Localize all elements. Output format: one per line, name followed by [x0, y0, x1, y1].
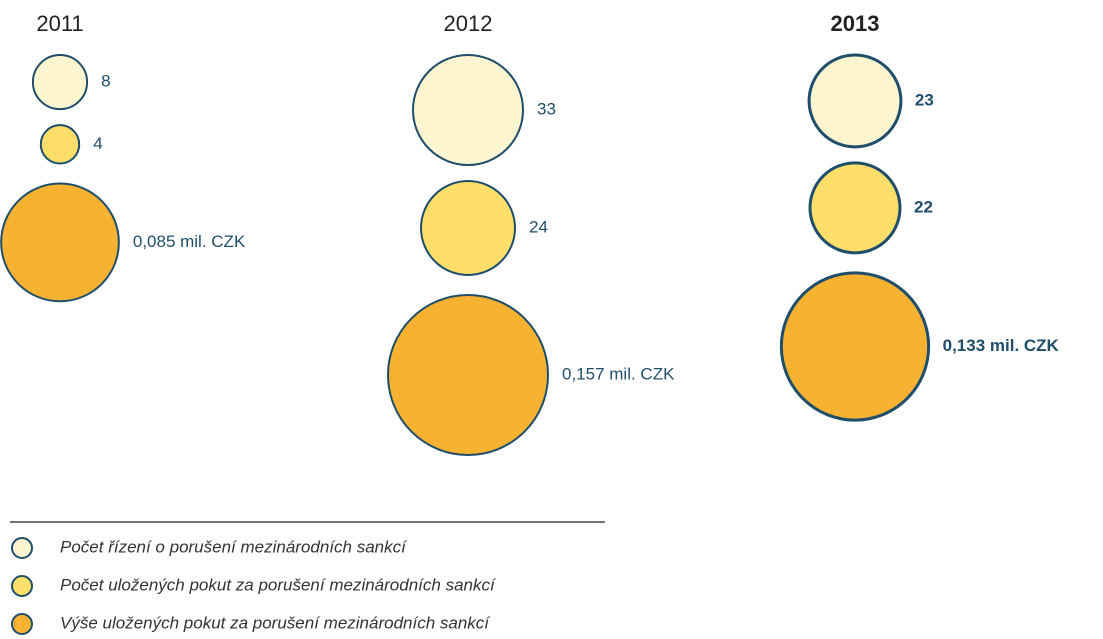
data-label: 0,085 mil. CZK — [133, 232, 246, 251]
year-label: 2012 — [444, 11, 493, 36]
bubble — [39, 124, 81, 165]
data-label: 0,157 mil. CZK — [562, 364, 675, 383]
data-label: 4 — [93, 134, 102, 153]
bubble — [807, 53, 903, 149]
legend-label: Počet řízení o porušení mezinárodních sa… — [60, 537, 408, 556]
legend-label: Počet uložených pokut za porušení meziná… — [60, 575, 497, 594]
bubble — [420, 180, 516, 276]
data-label: 24 — [529, 217, 548, 236]
data-label: 8 — [101, 72, 110, 91]
bubble — [387, 294, 549, 456]
legend-swatch — [11, 575, 33, 597]
bubble — [808, 161, 902, 255]
year-label: 2011 — [36, 11, 83, 36]
data-label: 22 — [914, 197, 933, 216]
bubble — [412, 54, 524, 166]
data-label: 23 — [915, 90, 934, 109]
year-label: 2013 — [831, 11, 880, 36]
legend-label: Výše uložených pokut za porušení mezinár… — [60, 613, 491, 632]
bubble — [31, 54, 89, 111]
data-label: 33 — [537, 99, 556, 118]
data-label: 0,133 mil. CZK — [943, 336, 1060, 355]
legend-swatch — [11, 613, 33, 635]
bubble — [779, 271, 931, 422]
legend-swatch — [11, 537, 33, 559]
bubble — [0, 182, 120, 303]
